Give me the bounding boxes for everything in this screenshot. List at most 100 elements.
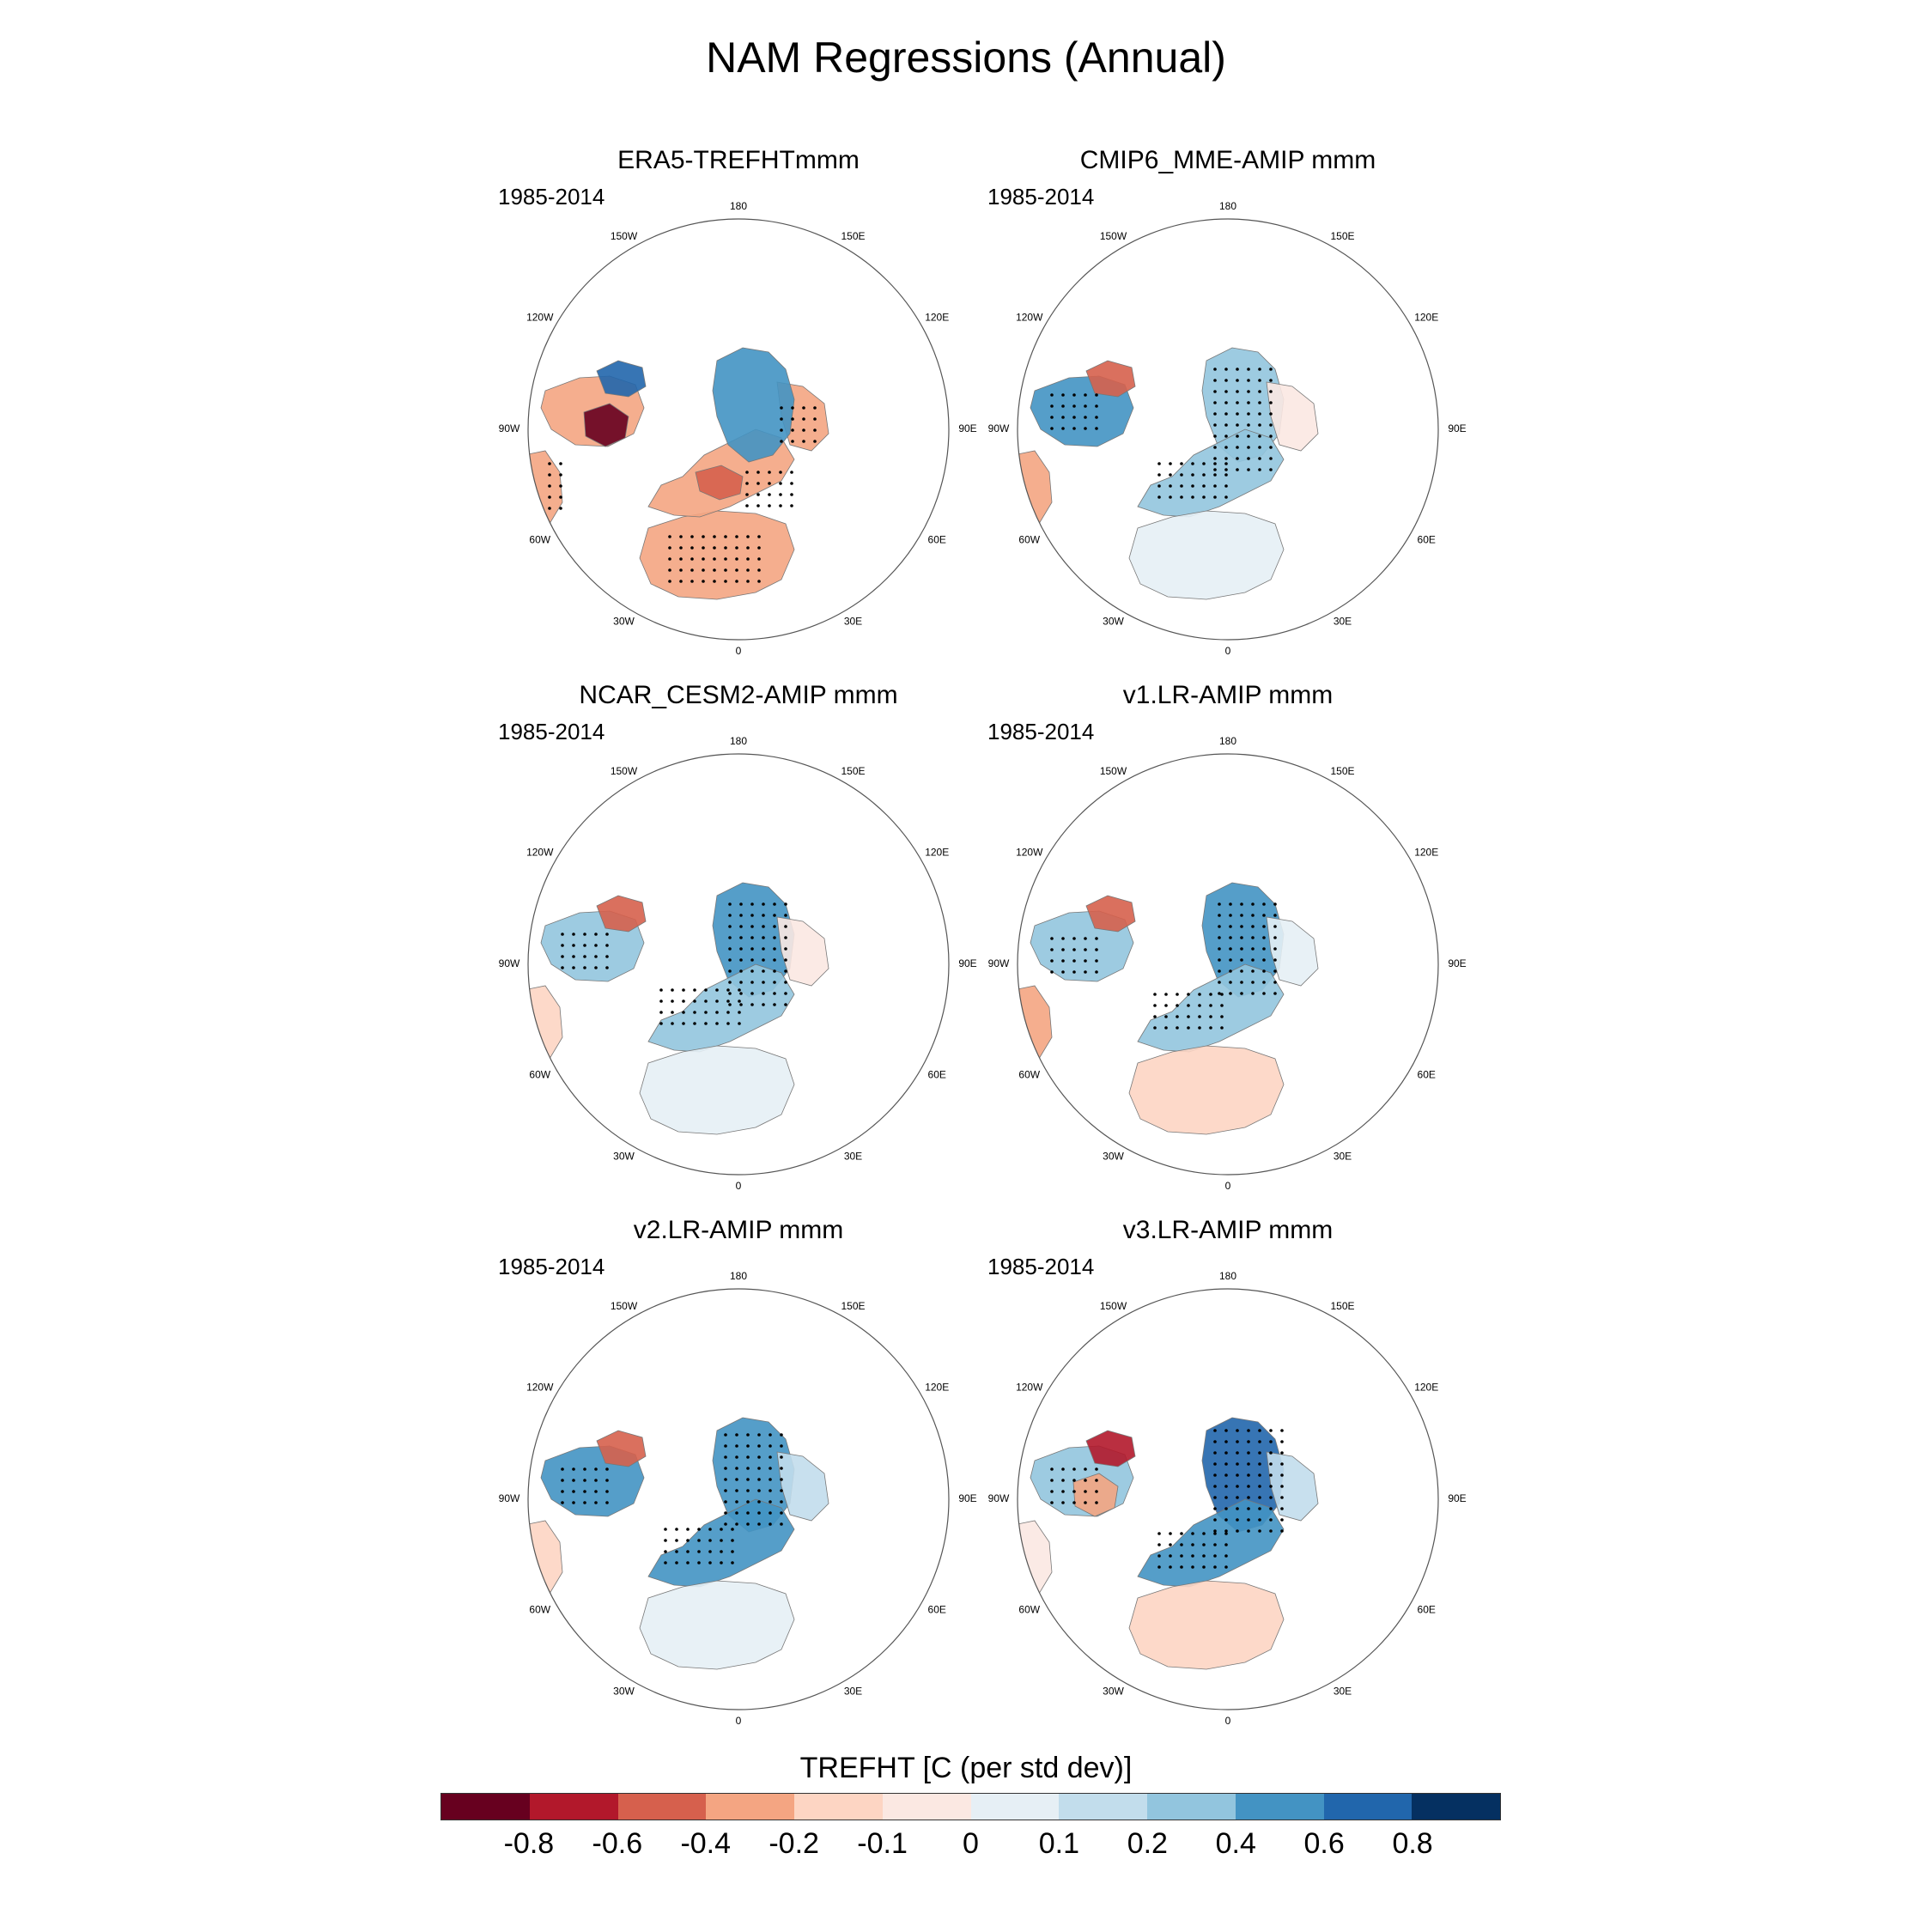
significance-dot — [1095, 1501, 1098, 1504]
significance-dot — [1224, 1532, 1228, 1535]
significance-dot — [726, 999, 730, 1003]
significance-dot — [1236, 446, 1239, 449]
significance-dot — [1269, 1496, 1273, 1499]
significance-dot — [756, 504, 760, 507]
significance-dot — [728, 1003, 732, 1006]
significance-dot — [1050, 1467, 1054, 1471]
lon-label: 90E — [958, 957, 976, 969]
significance-dot — [686, 1550, 690, 1553]
significance-dot — [686, 1539, 690, 1542]
significance-dot — [1247, 1507, 1250, 1510]
panel-period: 1985-2014 — [498, 1254, 605, 1279]
map-boundary — [1017, 218, 1439, 641]
significance-dot — [756, 471, 760, 474]
significance-dot — [746, 568, 750, 572]
lon-label: 120E — [925, 312, 949, 324]
significance-dot — [1169, 1532, 1172, 1535]
significance-dot — [1236, 457, 1239, 460]
map-panel-v3: v3.LR-AMIP mmm 1985-2014 180 150E 120E 90E 6… — [987, 1216, 1468, 1731]
significance-dot — [1258, 1440, 1261, 1443]
significance-dot — [762, 947, 765, 951]
significance-dot — [728, 992, 732, 995]
significance-dot — [702, 557, 705, 561]
significance-dot — [1269, 379, 1273, 382]
significance-dot — [1258, 1496, 1261, 1499]
panel-title: NCAR_CESM2-AMIP mmm — [579, 681, 898, 709]
significance-dot — [1273, 992, 1277, 995]
significance-dot — [1229, 936, 1232, 939]
lon-label: 30W — [1103, 1150, 1124, 1162]
significance-dot — [708, 1561, 712, 1564]
significance-dot — [713, 535, 716, 538]
significance-dot — [1236, 1473, 1239, 1477]
significance-dot — [1240, 958, 1243, 962]
significance-dot — [679, 557, 683, 561]
significance-dot — [1251, 981, 1255, 984]
significance-dot — [1218, 936, 1221, 939]
significance-dot — [583, 1490, 586, 1493]
significance-dot — [1213, 457, 1217, 460]
significance-dot — [1084, 1467, 1087, 1471]
significance-dot — [1269, 457, 1273, 460]
significance-dot — [1269, 1451, 1273, 1455]
region-ame — [528, 1520, 563, 1595]
significance-dot — [668, 535, 671, 538]
region-ame — [1018, 450, 1053, 525]
significance-dot — [1224, 484, 1228, 488]
significance-dot — [1050, 416, 1054, 419]
significance-dot — [1247, 457, 1250, 460]
significance-dot — [659, 1011, 663, 1014]
lon-label: 30E — [1334, 1685, 1352, 1697]
significance-dot — [1258, 1473, 1261, 1477]
significance-dot — [605, 944, 609, 947]
significance-dot — [757, 1433, 761, 1437]
lon-label: 60E — [928, 534, 946, 546]
significance-dot — [757, 568, 761, 572]
significance-dot — [724, 546, 727, 550]
significance-dot — [697, 1539, 701, 1542]
significance-dot — [735, 580, 738, 583]
shading — [1018, 347, 1319, 600]
significance-dot — [1236, 1507, 1239, 1510]
significance-dot — [1084, 404, 1087, 408]
significance-dot — [1153, 1004, 1157, 1007]
significance-dot — [750, 992, 754, 995]
lon-label: 90E — [958, 422, 976, 434]
significance-dot — [1280, 1429, 1284, 1432]
panel-period: 1985-2014 — [987, 719, 1095, 744]
lon-label: 90W — [499, 957, 520, 969]
significance-dot — [594, 1501, 598, 1504]
significance-dot — [594, 1467, 598, 1471]
lon-label: 60W — [529, 1604, 550, 1616]
lon-label: 150E — [1330, 1300, 1354, 1312]
significance-dot — [1095, 404, 1098, 408]
significance-dot — [675, 1550, 678, 1553]
significance-dot — [1176, 1015, 1179, 1018]
significance-dot — [1258, 412, 1261, 416]
significance-dot — [738, 1011, 741, 1014]
significance-dot — [731, 1539, 734, 1542]
significance-dot — [1269, 468, 1273, 471]
significance-dot — [1247, 1451, 1250, 1455]
significance-dot — [1153, 1026, 1157, 1030]
significance-dot — [1050, 970, 1054, 974]
significance-dot — [1213, 1543, 1217, 1546]
significance-dot — [561, 1490, 564, 1493]
lon-label: 180 — [730, 200, 747, 212]
significance-dot — [1273, 947, 1277, 951]
significance-dot — [724, 535, 727, 538]
significance-dot — [724, 1444, 727, 1448]
significance-dot — [713, 580, 716, 583]
significance-dot — [1224, 457, 1228, 460]
significance-dot — [1157, 1554, 1161, 1558]
lon-label: 30E — [1334, 615, 1352, 627]
colorbar-swatch — [529, 1794, 618, 1820]
significance-dot — [726, 988, 730, 992]
significance-dot — [1236, 434, 1239, 438]
significance-dot — [1251, 936, 1255, 939]
shading — [528, 882, 829, 1135]
map-panel-v2: v2.LR-AMIP mmm 1985-2014 180 150E 120E 90E 6… — [498, 1216, 979, 1731]
significance-dot — [1202, 1543, 1206, 1546]
significance-dot — [728, 914, 732, 917]
polar-map: 180 150E 120E 90E 60E 30E 0 30W 60W 90W 120W 150W — [499, 200, 977, 657]
